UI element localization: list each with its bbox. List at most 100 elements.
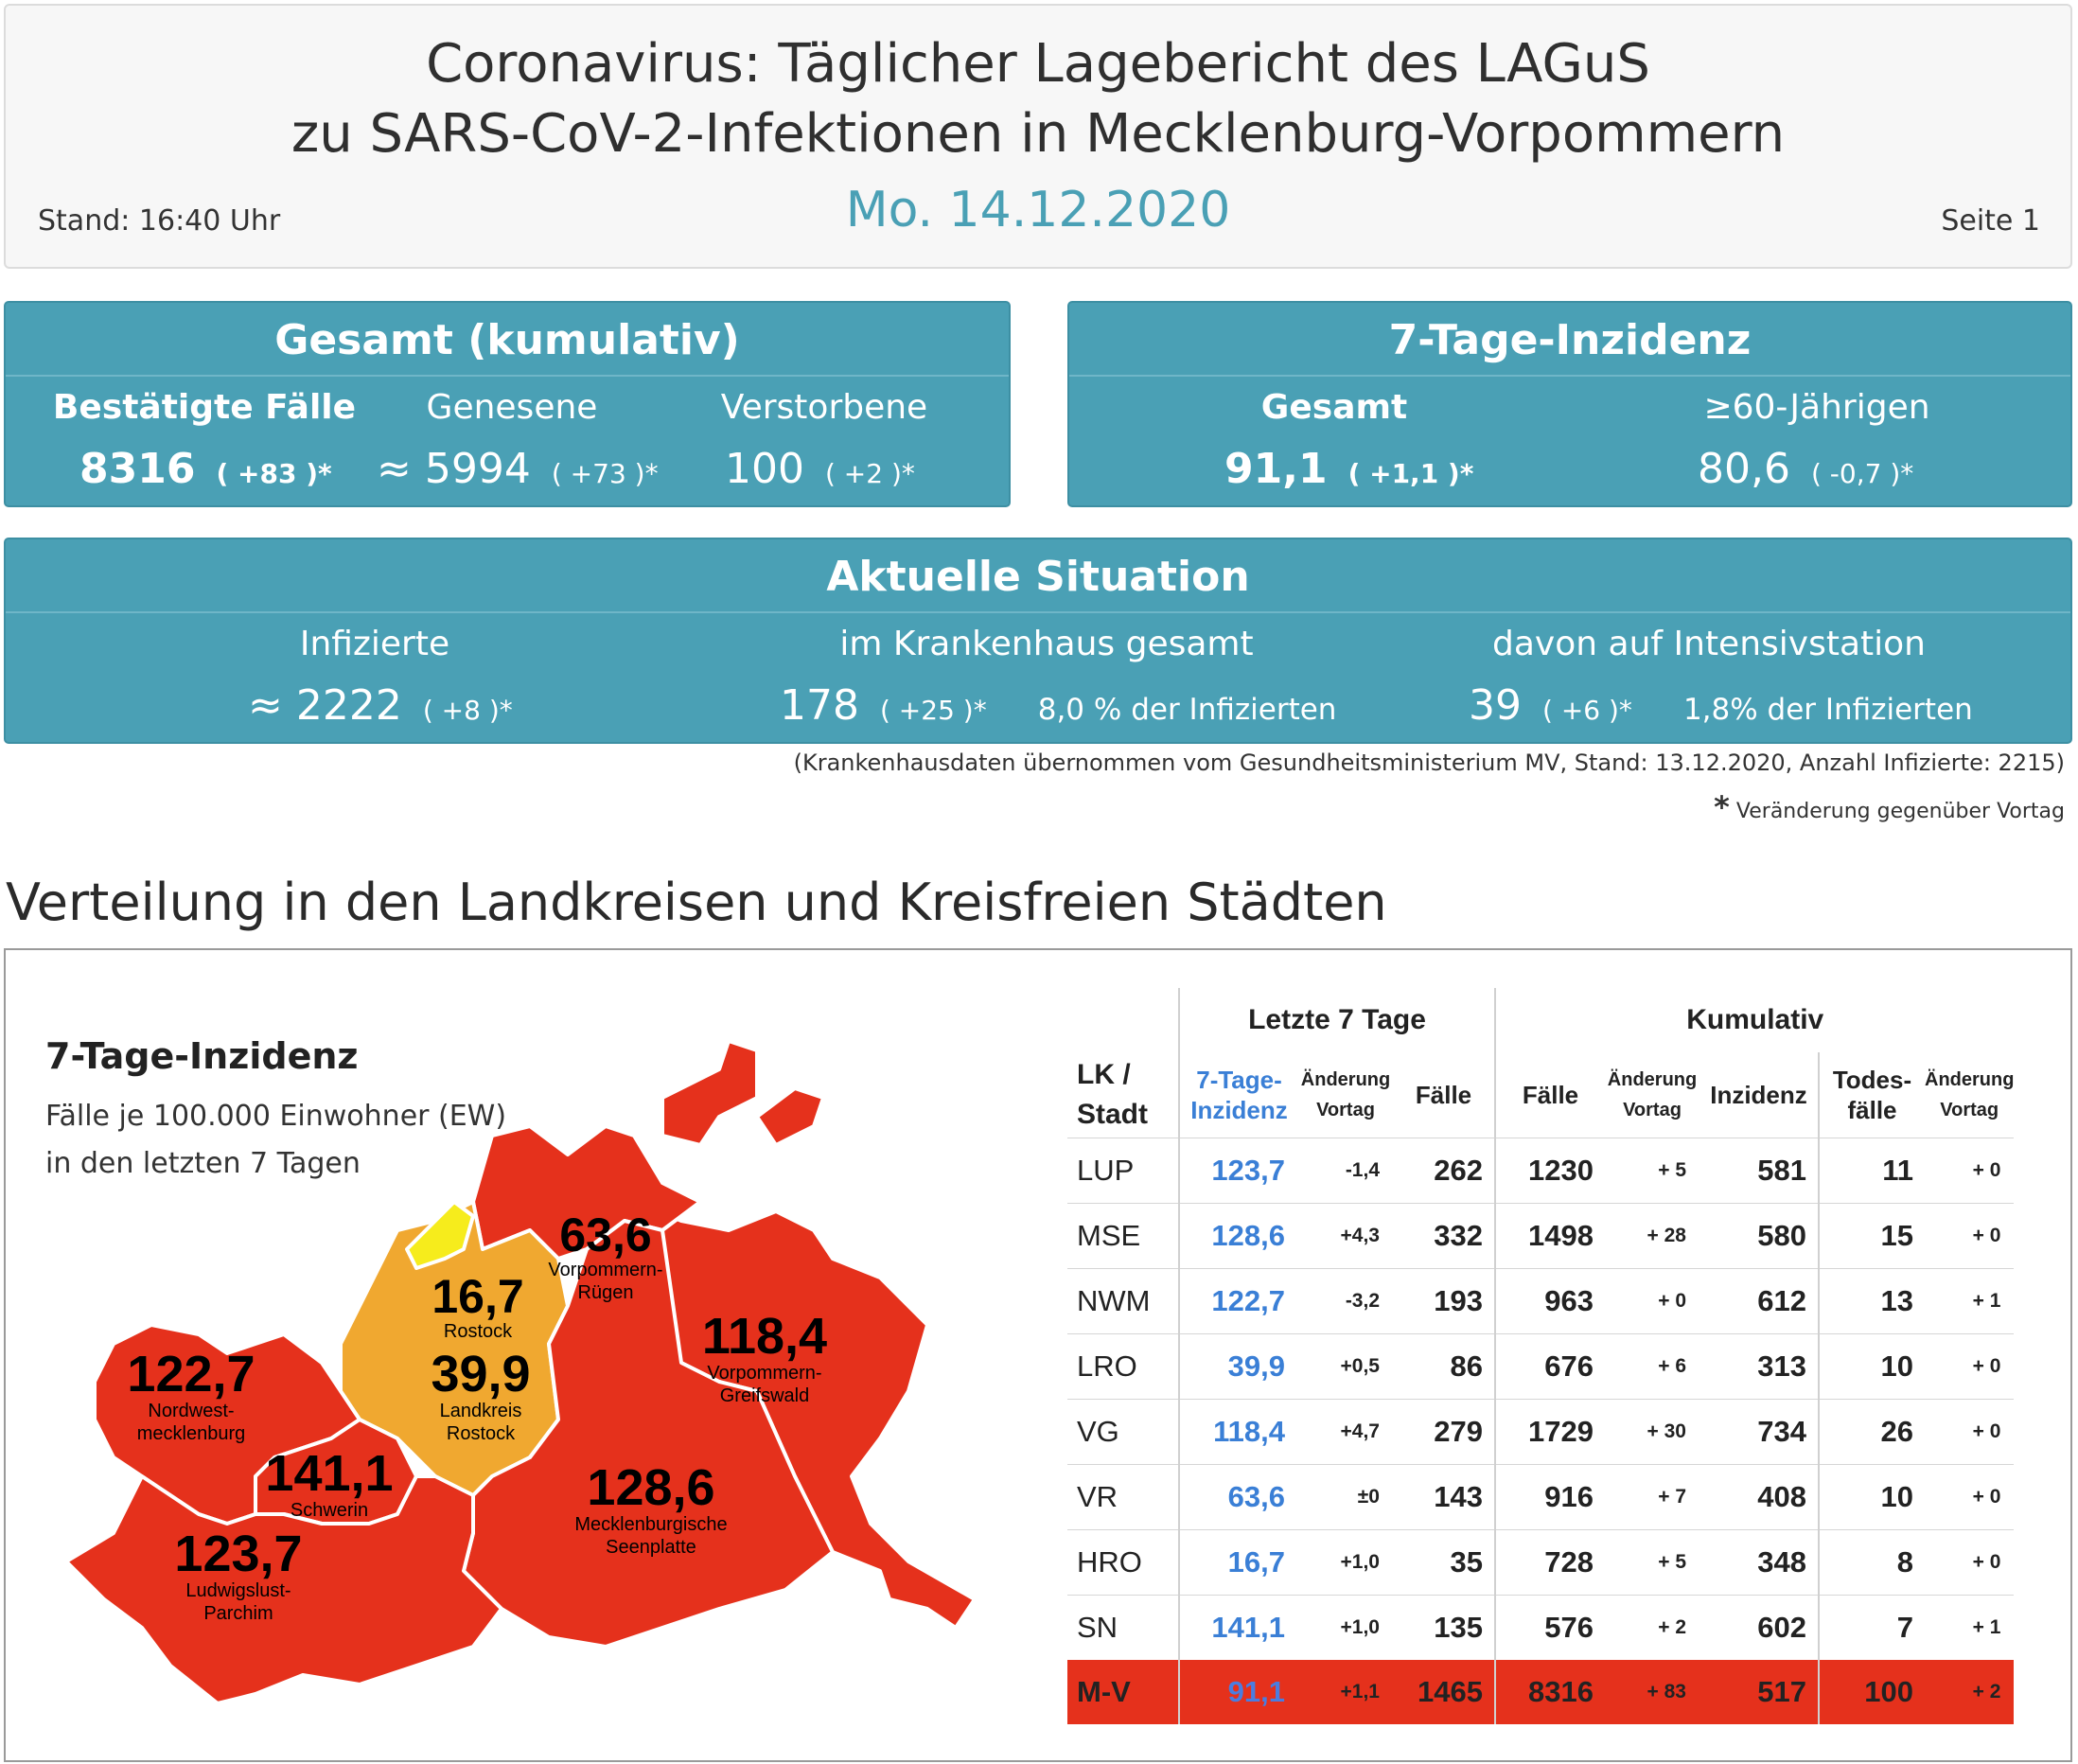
icu-label: davon auf Intensivstation [1492,625,1926,663]
map-name2-vg: Greifswald [719,1385,810,1406]
region-mse [462,1219,835,1649]
incidence-divider [1069,375,2070,377]
hospital-percent: 8,0 % der Infizierten [1037,693,1337,727]
cell-lk: MSE [1067,1203,1179,1269]
cell-kinz: 734 [1699,1399,1819,1465]
recovered-label: Genesene [426,388,598,427]
col-incidence: 7-Tage- Inzidenz [1178,1052,1298,1138]
cell-inz: 128,6 [1178,1203,1298,1269]
report-title-line2: zu SARS-CoV-2-Infektionen in Mecklenburg… [291,103,1786,165]
map-label-sn: 141,1 Schwerin [206,1448,452,1524]
cell-taend: + 1 [1925,1595,2015,1660]
cell-faelle: 135 [1393,1595,1495,1660]
cell-faelle: 1465 [1393,1660,1495,1724]
cell-kaend: + 7 [1605,1464,1699,1530]
cell-kfaelle: 1230 [1494,1138,1605,1204]
cell-tod: 11 [1818,1138,1925,1204]
cell-faelle: 262 [1393,1138,1495,1204]
cell-aend: +0,5 [1298,1333,1393,1400]
cell-aend: -3,2 [1298,1268,1393,1334]
map-label-nwm: 122,7 Nordwest-mecklenburg [68,1349,314,1443]
cell-aend: -1,4 [1298,1138,1393,1204]
col-deaths-change: Änderung Vortag [1925,1069,2015,1120]
cell-kfaelle: 8316 [1494,1660,1605,1724]
cell-tod: 13 [1818,1268,1925,1334]
cell-kinz: 313 [1699,1333,1819,1400]
cell-taend: + 2 [1925,1660,2015,1724]
table-row: LUP 123,7 -1,4 262 1230 + 5 581 11 + 0 [1067,1138,2015,1204]
cell-kaend: + 28 [1605,1203,1699,1269]
cumulative-divider [6,375,1009,377]
map-title: 7-Tage-Inzidenz [45,1035,359,1077]
table-row: VG 118,4 +4,7 279 1729 + 30 734 26 + 0 [1067,1399,2015,1465]
map-name-vr: Vorpommern- [548,1260,663,1280]
section-title: Verteilung in den Landkreisen und Kreisf… [6,873,1387,932]
cumulative-panel: Gesamt (kumulativ) Bestätigte Fälle Gene… [4,301,1011,507]
cell-kfaelle: 916 [1494,1464,1605,1530]
incidence-panel: 7-Tage-Inzidenz Gesamt ≥60-Jährigen 91,1… [1067,301,2072,507]
cell-kaend: + 30 [1605,1399,1699,1465]
cell-kaend: + 83 [1605,1660,1699,1724]
map-label-lro: 39,9 Landkreis Rostock [358,1349,604,1443]
incidence-total-label: Gesamt [1260,388,1408,427]
cell-aend: +4,7 [1298,1399,1393,1465]
cell-lk: NWM [1067,1268,1179,1334]
cell-lk: LUP [1067,1138,1179,1204]
cell-faelle: 35 [1393,1529,1495,1596]
map-label-lup: 123,7 Ludwigslust- Parchim [115,1528,361,1623]
map-value-nwm: 122,7 [127,1346,255,1402]
cell-inz: 141,1 [1178,1595,1298,1660]
hospital-label: im Krankenhaus gesamt [839,625,1254,663]
cell-faelle: 279 [1393,1399,1495,1465]
cell-aend: +1,1 [1298,1660,1393,1724]
map-label-hro: 16,7 Rostock [355,1273,601,1345]
map-subtitle-2: in den letzten 7 Tagen [45,1147,361,1180]
cell-tod: 10 [1818,1464,1925,1530]
cell-kaend: + 5 [1605,1138,1699,1204]
map-name-lup: Ludwigslust- [185,1580,291,1601]
cell-kaend: + 6 [1605,1333,1699,1400]
cell-inz: 118,4 [1178,1399,1298,1465]
delta-legend: * Veränderung gegenüber Vortag [1714,789,2065,825]
infected-value: ≈ 2222( +8 )* [248,681,513,730]
map-name-nwm: Nordwest- [148,1401,235,1421]
map-name2-vr: Rügen [577,1282,634,1303]
cell-aend: +1,0 [1298,1595,1393,1660]
map-value-lro: 39,9 [431,1346,531,1402]
hospital-value: 178( +25 )* 8,0 % der Infizierten [780,681,1337,730]
map-value-sn: 141,1 [265,1445,394,1502]
cell-aend: ±0 [1298,1464,1393,1530]
current-situation-panel: Aktuelle Situation Infizierte im Kranken… [4,538,2072,744]
cell-kaend: + 5 [1605,1529,1699,1596]
confirmed-label: Bestätigte Fälle [52,388,357,427]
cell-tod: 15 [1818,1203,1925,1269]
col-incidence-total: Inzidenz [1710,1081,1807,1109]
cell-taend: + 0 [1925,1333,2015,1400]
table-row: SN 141,1 +1,0 135 576 + 2 602 7 + 1 [1067,1595,2015,1660]
map-name2-lup: Parchim [203,1603,273,1624]
header-empty [1067,988,1179,1052]
incidence-60plus-value: 80,6( -0,7 )* [1698,445,1914,493]
page-number: Seite 1 [1941,204,2040,238]
map-value-hro: 16,7 [431,1270,524,1323]
current-situation-title: Aktuelle Situation [826,553,1250,601]
cell-taend: + 0 [1925,1203,2015,1269]
map-name-sn: Schwerin [290,1500,369,1521]
col-cases-change: Änderung Vortag [1607,1069,1698,1120]
cell-kinz: 517 [1699,1660,1819,1724]
col-incidence-change: Änderung Vortag [1300,1069,1391,1120]
cell-kinz: 408 [1699,1464,1819,1530]
region-lup [64,1474,503,1705]
cell-faelle: 193 [1393,1268,1495,1334]
cell-kaend: + 0 [1605,1268,1699,1334]
group-cumulative: Kumulativ [1493,988,2015,1052]
table-row: VR 63,6 ±0 143 916 + 7 408 10 + 0 [1067,1464,2015,1530]
cell-inz: 16,7 [1178,1529,1298,1596]
map-value-vg: 118,4 [701,1308,828,1365]
cell-tod: 7 [1818,1595,1925,1660]
cell-faelle: 143 [1393,1464,1495,1530]
cell-aend: +4,3 [1298,1203,1393,1269]
col-district: LK / Stadt [1077,1059,1148,1130]
confirmed-value: 8316( +83 )* [79,445,332,493]
cumulative-title: Gesamt (kumulativ) [274,316,740,364]
